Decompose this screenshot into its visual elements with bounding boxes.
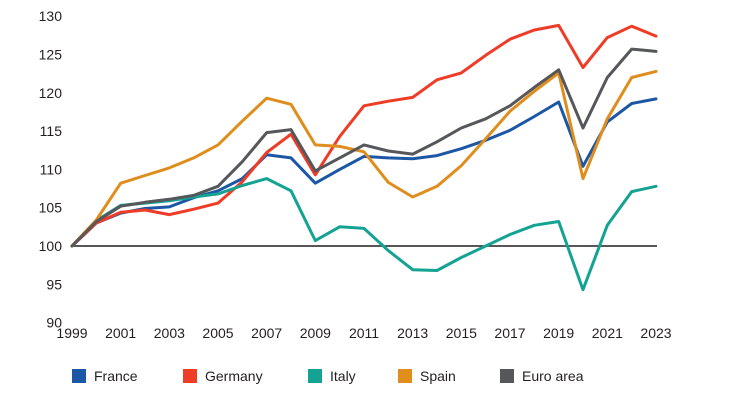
legend-swatch-france: [72, 369, 86, 383]
legend-swatch-italy: [308, 369, 322, 383]
x-tick-label: 2017: [494, 325, 525, 341]
plot-area: 130 125 120 115 110 105 100 95 90 1999 2001 2003 20…: [39, 8, 672, 341]
chart-legend: France Germany Italy Spain Euro area: [0, 366, 730, 390]
legend-label: Germany: [205, 368, 263, 384]
y-tick-label: 125: [39, 47, 63, 63]
series-lines: [70, 23, 658, 292]
y-tick-label: 105: [39, 200, 63, 216]
legend-label: Spain: [420, 368, 456, 384]
y-axis: 130 125 120 115 110 105 100 95 90: [39, 8, 63, 330]
x-tick-label: 2009: [300, 325, 331, 341]
x-tick-label: 2011: [349, 325, 379, 341]
x-tick-label: 2015: [446, 325, 477, 341]
y-tick-label: 100: [39, 238, 63, 254]
y-tick-label: 95: [46, 276, 62, 292]
y-tick-label: 120: [39, 85, 63, 101]
legend-label: Euro area: [522, 368, 584, 384]
x-tick-label: 2003: [154, 325, 185, 341]
legend-label: Italy: [330, 368, 356, 384]
x-tick-label: 2001: [105, 325, 136, 341]
series-line-euro-area: [70, 47, 658, 248]
series-line-germany: [70, 23, 658, 248]
x-tick-label: 2023: [640, 325, 671, 341]
legend-item-germany: Germany: [183, 366, 263, 386]
legend-item-euro-area: Euro area: [500, 366, 583, 386]
x-tick-label: 2007: [251, 325, 282, 341]
x-tick-label: 2013: [397, 325, 428, 341]
x-axis: 1999 2001 2003 2005 2007 2009 2011 2013 2015 2017…: [56, 325, 671, 341]
y-tick-label: 130: [39, 8, 63, 24]
legend-swatch-germany: [183, 369, 197, 383]
y-tick-label: 110: [40, 161, 63, 177]
x-tick-label: 2021: [592, 325, 623, 341]
x-tick-label: 2019: [543, 325, 574, 341]
legend-swatch-euro-area: [500, 369, 514, 383]
legend-item-spain: Spain: [398, 366, 456, 386]
y-tick-label: 115: [40, 123, 63, 139]
series-line-france: [70, 97, 658, 248]
y-tick-label: 90: [46, 315, 62, 331]
series-line-spain: [70, 69, 658, 248]
legend-item-france: France: [72, 366, 138, 386]
legend-item-italy: Italy: [308, 366, 356, 386]
x-tick-label: 1999: [56, 325, 87, 341]
legend-label: France: [94, 368, 138, 384]
x-tick-label: 2005: [202, 325, 233, 341]
legend-swatch-spain: [398, 369, 412, 383]
series-line-italy: [70, 177, 658, 292]
